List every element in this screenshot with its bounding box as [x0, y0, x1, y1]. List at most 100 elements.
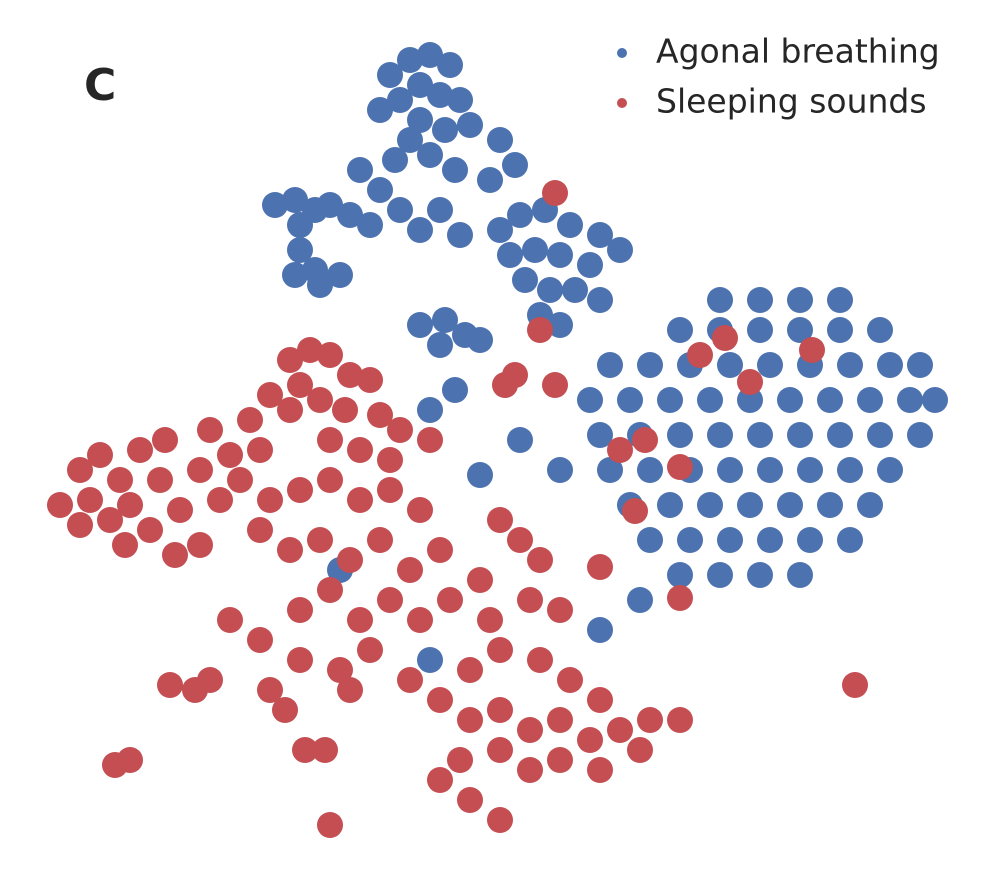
- scatter-point: [667, 422, 693, 448]
- scatter-point: [357, 637, 383, 663]
- scatter-point: [447, 222, 473, 248]
- scatter-point: [217, 442, 243, 468]
- scatter-point: [407, 497, 433, 523]
- scatter-point: [337, 362, 363, 388]
- scatter-point: [627, 587, 653, 613]
- scatter-point: [397, 667, 423, 693]
- legend-label: Agonal breathing: [656, 32, 940, 71]
- scatter-point: [317, 192, 343, 218]
- scatter-point: [527, 647, 553, 673]
- scatter-point: [312, 737, 338, 763]
- scatter-point: [287, 237, 313, 263]
- scatter-point: [597, 352, 623, 378]
- scatter-point: [517, 717, 543, 743]
- scatter-point: [747, 562, 773, 588]
- scatter-point: [292, 737, 318, 763]
- scatter-point: [667, 317, 693, 343]
- scatter-point: [622, 498, 648, 524]
- scatter-point: [512, 267, 538, 293]
- scatter-point: [427, 537, 453, 563]
- scatter-point: [817, 492, 843, 518]
- scatter-point: [537, 277, 563, 303]
- scatter-point: [337, 547, 363, 573]
- scatter-point: [277, 537, 303, 563]
- scatter-point: [517, 587, 543, 613]
- scatter-point: [747, 422, 773, 448]
- scatter-point: [547, 242, 573, 268]
- scatter-point: [67, 512, 93, 538]
- scatter-point: [257, 382, 283, 408]
- scatter-point: [747, 317, 773, 343]
- scatter-point: [837, 457, 863, 483]
- scatter-point: [877, 352, 903, 378]
- scatter-point: [347, 607, 373, 633]
- scatter-point: [527, 547, 553, 573]
- scatter-point: [432, 307, 458, 333]
- scatter-point: [117, 747, 143, 773]
- scatter-point: [112, 532, 138, 558]
- scatter-point: [607, 717, 633, 743]
- scatter-point: [377, 477, 403, 503]
- scatter-point: [197, 667, 223, 693]
- scatter-point: [157, 672, 183, 698]
- scatter-point: [817, 387, 843, 413]
- scatter-point: [297, 337, 323, 363]
- scatter-point: [562, 277, 588, 303]
- scatter-point: [337, 202, 363, 228]
- scatter-point: [287, 372, 313, 398]
- scatter-point: [657, 492, 683, 518]
- scatter-point: [427, 197, 453, 223]
- scatter-point: [827, 317, 853, 343]
- scatter-point: [487, 127, 513, 153]
- scatter-point: [787, 562, 813, 588]
- scatter-point: [799, 337, 825, 363]
- scatter-point: [287, 647, 313, 673]
- scatter-point: [477, 607, 503, 633]
- scatter-point: [492, 372, 518, 398]
- scatter-point: [657, 387, 683, 413]
- scatter-point: [587, 757, 613, 783]
- scatter-point: [427, 767, 453, 793]
- scatter-point: [427, 82, 453, 108]
- scatter-point: [577, 727, 603, 753]
- scatter-point: [407, 72, 433, 98]
- scatter-point: [367, 402, 393, 428]
- scatter-point: [347, 157, 373, 183]
- scatter-point: [457, 112, 483, 138]
- scatter-point: [607, 237, 633, 263]
- scatter-point: [877, 457, 903, 483]
- legend: Agonal breathing Sleeping sounds: [617, 32, 940, 121]
- scatter-point: [487, 807, 513, 833]
- scatter-point: [502, 152, 528, 178]
- scatter-point: [357, 212, 383, 238]
- scatter-point: [547, 747, 573, 773]
- scatter-point: [447, 87, 473, 113]
- scatter-point: [587, 287, 613, 313]
- scatter-point: [497, 242, 523, 268]
- scatter-point: [152, 427, 178, 453]
- scatter-point: [367, 177, 393, 203]
- scatter-point: [282, 262, 308, 288]
- scatter-point: [667, 585, 693, 611]
- scatter-point: [857, 387, 883, 413]
- scatter-point: [717, 527, 743, 553]
- scatter-point: [542, 372, 568, 398]
- scatter-point: [187, 457, 213, 483]
- scatter-point: [717, 352, 743, 378]
- scatter-point: [247, 517, 273, 543]
- scatter-point: [407, 312, 433, 338]
- scatter-point: [162, 542, 188, 568]
- scatter-point: [637, 352, 663, 378]
- scatter-point: [317, 427, 343, 453]
- scatter-point: [387, 87, 413, 113]
- scatter-point: [442, 157, 468, 183]
- scatter-point: [507, 527, 533, 553]
- scatter-point: [107, 467, 133, 493]
- scatter-point: [507, 202, 533, 228]
- panel-label: C: [84, 60, 116, 111]
- scatter-point: [197, 417, 223, 443]
- scatter-point: [477, 167, 503, 193]
- scatter-point: [167, 497, 193, 523]
- scatter-point: [522, 237, 548, 263]
